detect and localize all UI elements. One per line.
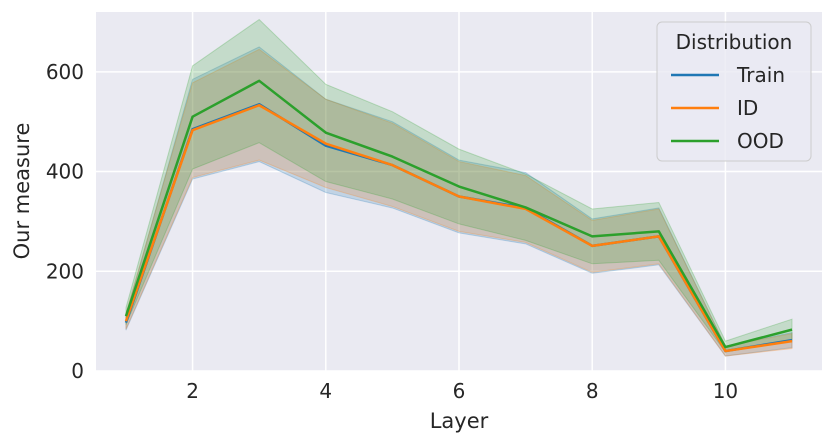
x-tick-labels: 2 4 6 8 10	[186, 379, 738, 403]
legend-title: Distribution	[676, 30, 793, 54]
legend-box	[656, 21, 812, 162]
series-lines	[124, 79, 793, 353]
legend-items: Train ID OOD	[671, 63, 785, 153]
y-tick-label: 200	[46, 259, 84, 283]
x-axis-label: Layer	[430, 409, 489, 433]
id-legend-label: ID	[737, 96, 758, 120]
id-series-line	[124, 103, 793, 353]
x-tick-label: 2	[186, 379, 199, 403]
x-tick-label: 6	[453, 379, 466, 403]
y-tick-label: 600	[46, 60, 84, 84]
legend: Distribution Train ID OOD	[656, 21, 812, 162]
ood-legend-label: OOD	[737, 129, 784, 153]
y-tick-label: 400	[46, 160, 84, 184]
y-axis-label: Our measure	[10, 123, 34, 260]
x-tick-label: 8	[586, 379, 599, 403]
y-tick-labels: 0 200 400 600	[46, 60, 84, 383]
y-tick-label: 0	[71, 359, 84, 383]
train-legend-label: Train	[736, 63, 785, 87]
ood-series-line	[124, 79, 793, 349]
x-tick-label: 10	[713, 379, 738, 403]
x-tick-label: 4	[319, 379, 332, 403]
